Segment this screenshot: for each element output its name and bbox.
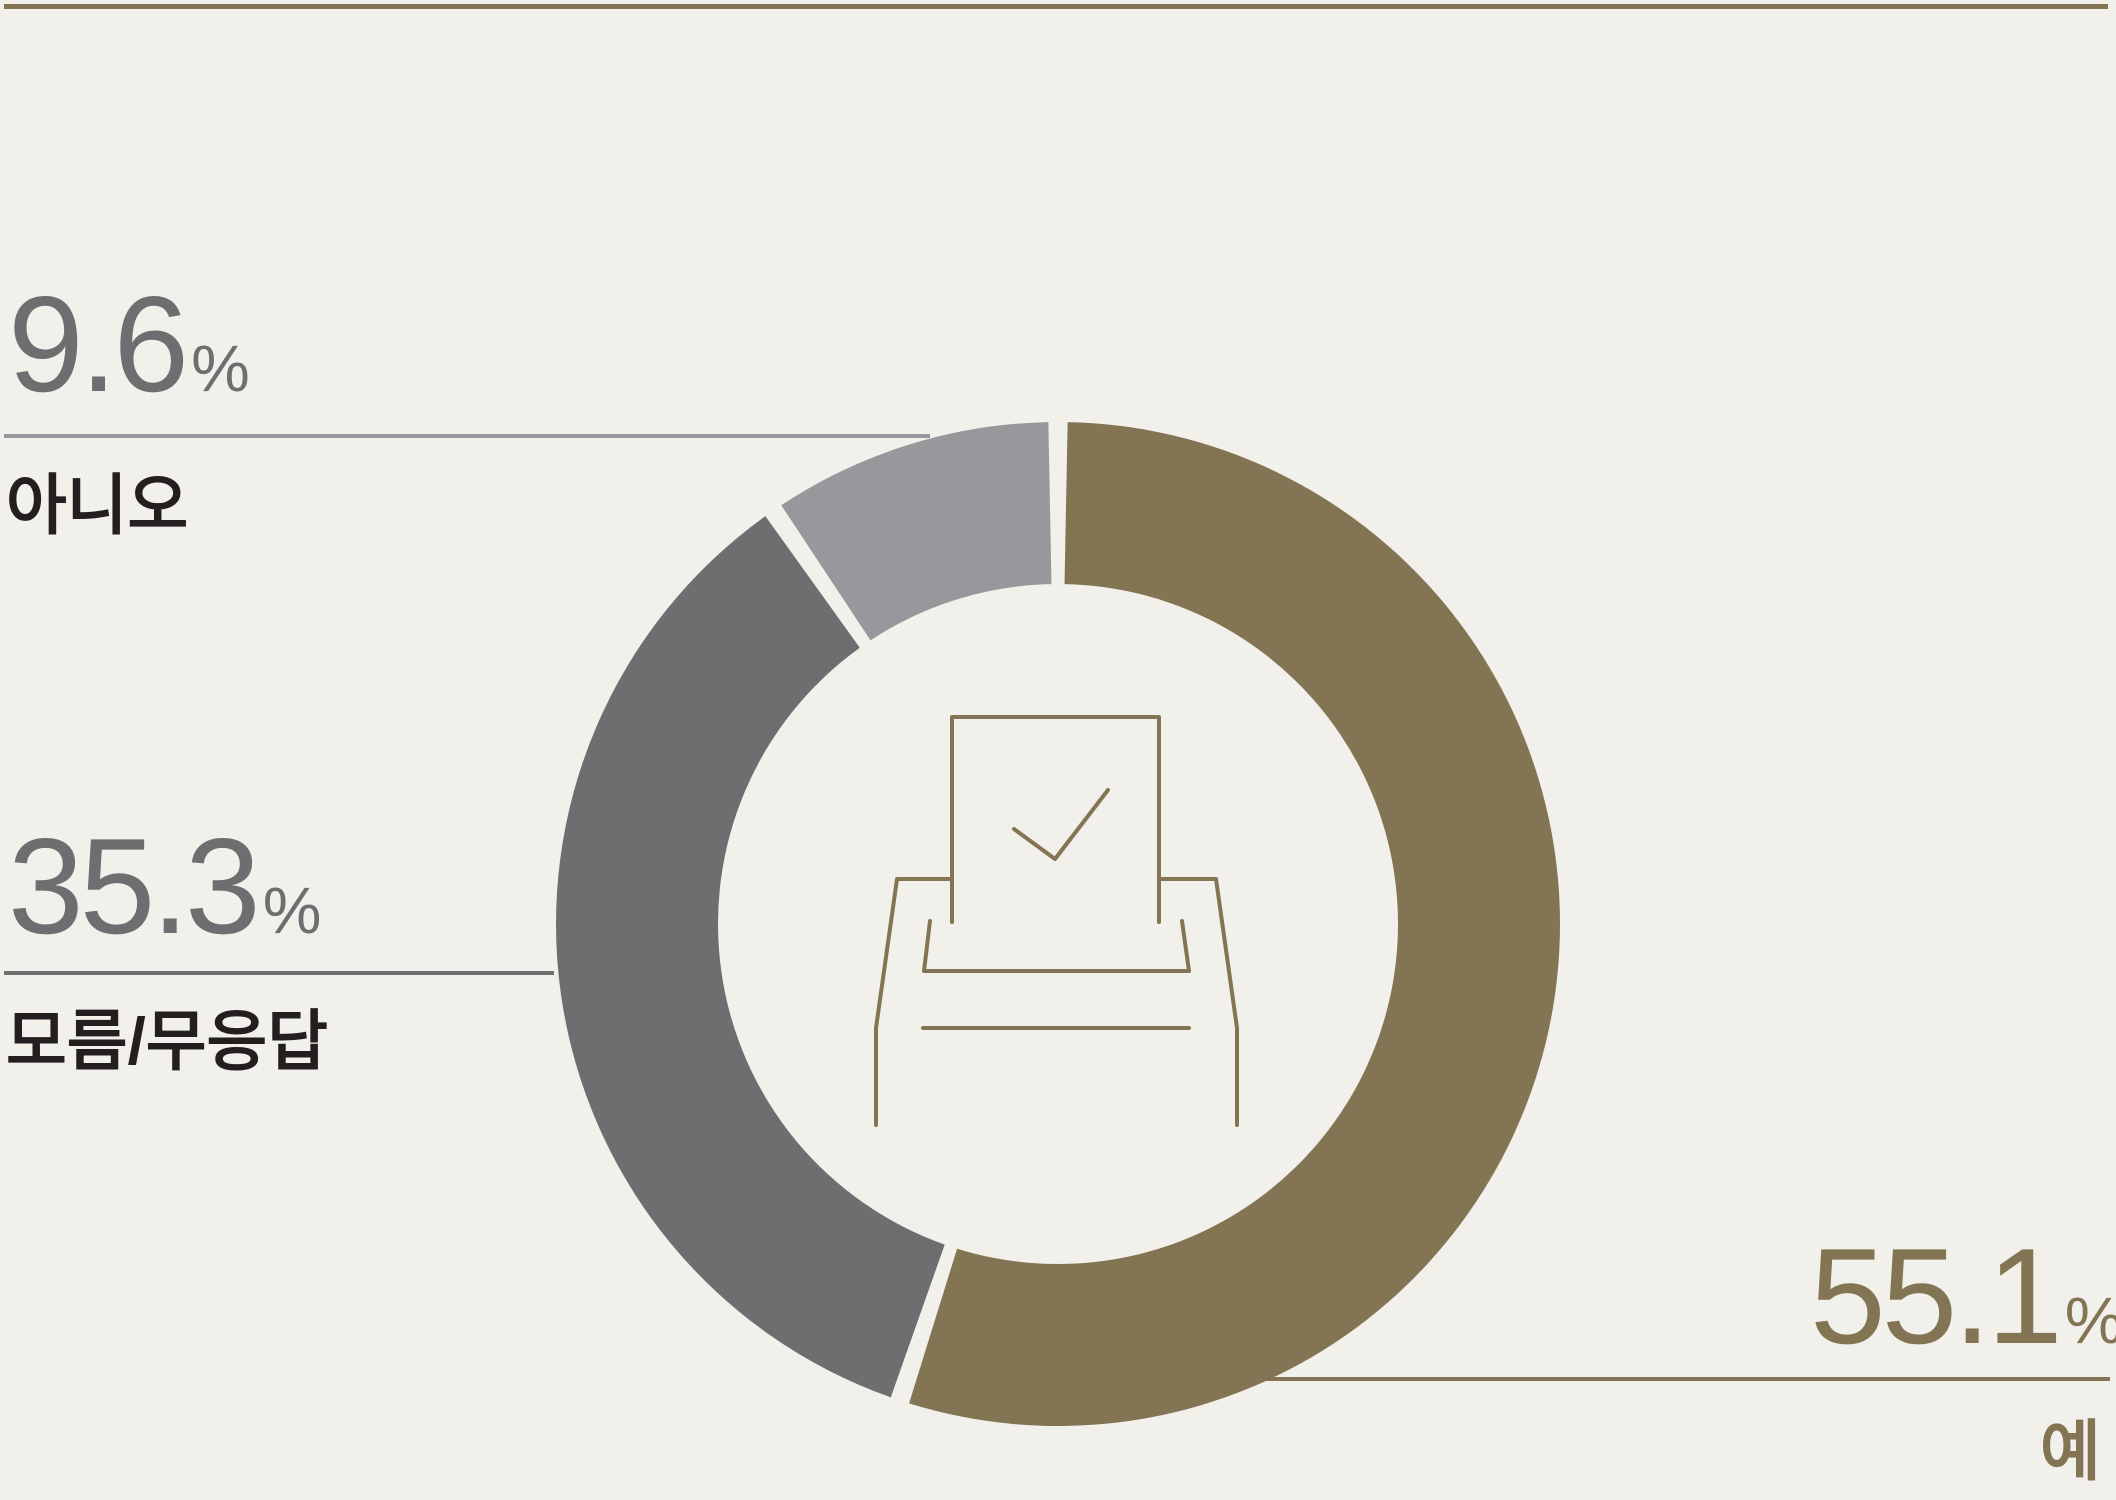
no-percent: 9.6%	[8, 276, 250, 412]
no-leader-line	[4, 434, 930, 438]
unknown-label: 모름/무응답	[6, 1008, 328, 1074]
yes-percent: 55.1%	[1810, 1228, 2116, 1364]
unknown-percent: 35.3%	[8, 818, 321, 954]
yes-percent-sign: %	[2065, 1283, 2116, 1357]
unknown-percent-value: 35.3	[8, 810, 257, 962]
donut-slices	[556, 422, 1560, 1426]
yes-label: 예	[2040, 1418, 2101, 1484]
unknown-percent-sign: %	[263, 873, 322, 947]
unknown-leader-line	[4, 971, 554, 975]
no-label: 아니오	[6, 472, 188, 538]
ballot-box-checkmark-icon	[876, 717, 1237, 1125]
yes-percent-value: 55.1	[1810, 1220, 2059, 1372]
no-percent-sign: %	[191, 331, 250, 405]
yes-leader-line	[1262, 1377, 2110, 1381]
no-percent-value: 9.6	[8, 268, 185, 420]
